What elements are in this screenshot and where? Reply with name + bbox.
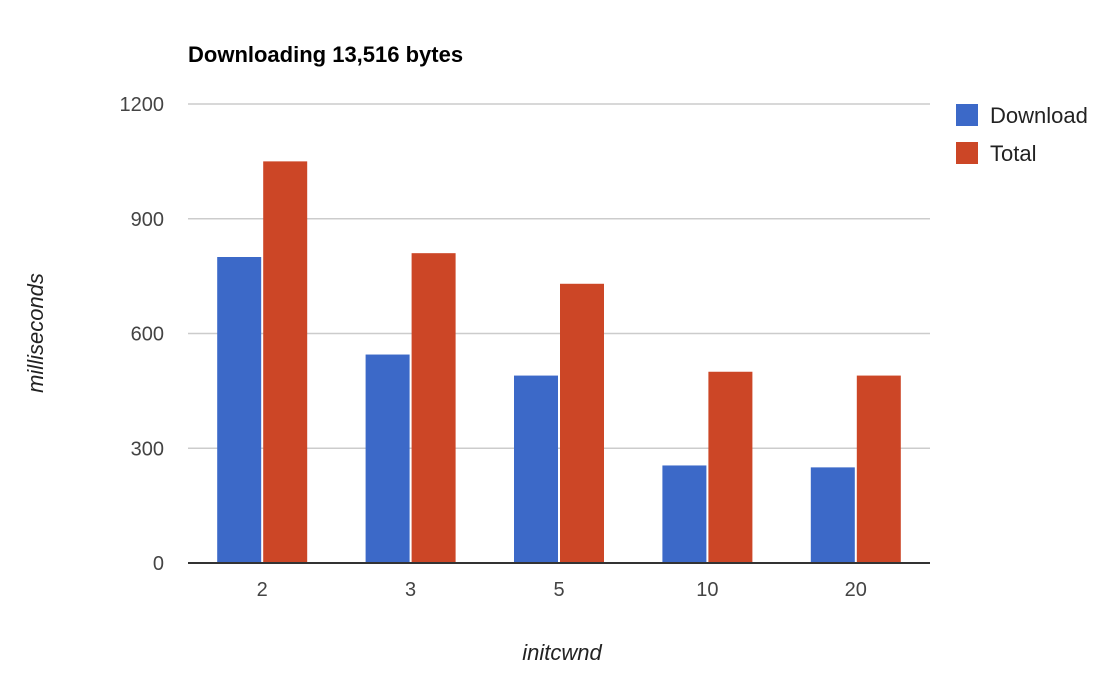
x-axis-ticks: 2 3 5 10 20 (257, 579, 867, 601)
bar-total-5 (560, 283, 604, 563)
x-tick-label: 2 (257, 579, 268, 601)
x-tick-label: 10 (696, 579, 718, 601)
bar-total-20 (856, 375, 901, 563)
legend-swatch-download (956, 104, 978, 126)
bar-download-2 (217, 257, 262, 563)
bar-download-3 (365, 354, 410, 563)
chart-title: Downloading 13,516 bytes (188, 42, 463, 67)
bars (217, 161, 901, 564)
y-tick-label: 300 (131, 438, 164, 460)
legend-label-download: Download (990, 103, 1088, 128)
bar-download-5 (514, 375, 558, 563)
gridlines (188, 103, 930, 449)
x-tick-label: 5 (553, 579, 564, 601)
legend: Download Total (956, 103, 1088, 166)
legend-swatch-total (956, 142, 978, 164)
x-axis-title: initcwnd (522, 640, 602, 665)
bar-total-3 (411, 253, 456, 564)
y-tick-label: 1200 (120, 94, 165, 116)
y-axis-ticks: 0 300 600 900 1200 (120, 94, 165, 575)
bar-total-2 (263, 161, 308, 563)
bar-download-10 (662, 465, 707, 563)
y-tick-label: 900 (131, 209, 164, 231)
x-tick-label: 20 (845, 579, 867, 601)
bar-total-10 (708, 371, 753, 563)
legend-label-total: Total (990, 141, 1036, 166)
bar-download-20 (810, 467, 855, 563)
y-tick-label: 0 (153, 553, 164, 575)
y-axis-title: milliseconds (23, 273, 48, 393)
x-tick-label: 3 (405, 579, 416, 601)
y-tick-label: 600 (131, 324, 164, 346)
